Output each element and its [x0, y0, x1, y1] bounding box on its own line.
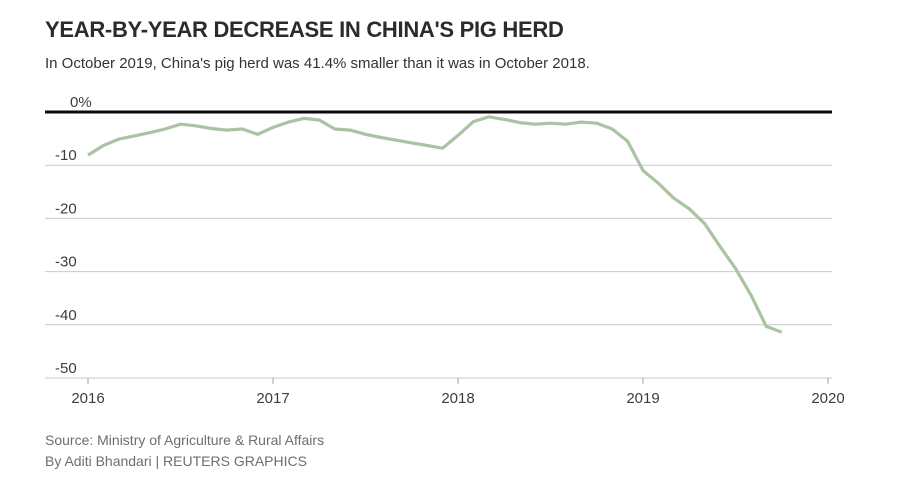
x-axis-label-2017: 2017	[256, 390, 289, 407]
chart-title: YEAR-BY-YEAR DECREASE IN CHINA'S PIG HER…	[45, 17, 564, 42]
chart-subtitle: In October 2019, China's pig herd was 41…	[45, 55, 590, 72]
source-note: Source: Ministry of Agriculture & Rural …	[45, 432, 325, 448]
y-axis-label-20: -20	[55, 200, 77, 217]
pig-herd-yoy-line	[87, 115, 783, 334]
x-axis-label-2016: 2016	[71, 390, 104, 407]
byline: By Aditi Bhandari | REUTERS GRAPHICS	[45, 453, 307, 469]
x-axis-label-2018: 2018	[441, 390, 474, 407]
y-axis-label-10: -10	[55, 147, 77, 164]
y-axis-label-50: -50	[55, 360, 77, 377]
y-axis-label-0: 0%	[70, 94, 92, 111]
x-axis-label-2020: 2020	[811, 390, 844, 407]
y-axis-label-40: -40	[55, 307, 77, 324]
x-axis-label-2019: 2019	[626, 390, 659, 407]
y-axis-label-30: -30	[55, 254, 77, 271]
